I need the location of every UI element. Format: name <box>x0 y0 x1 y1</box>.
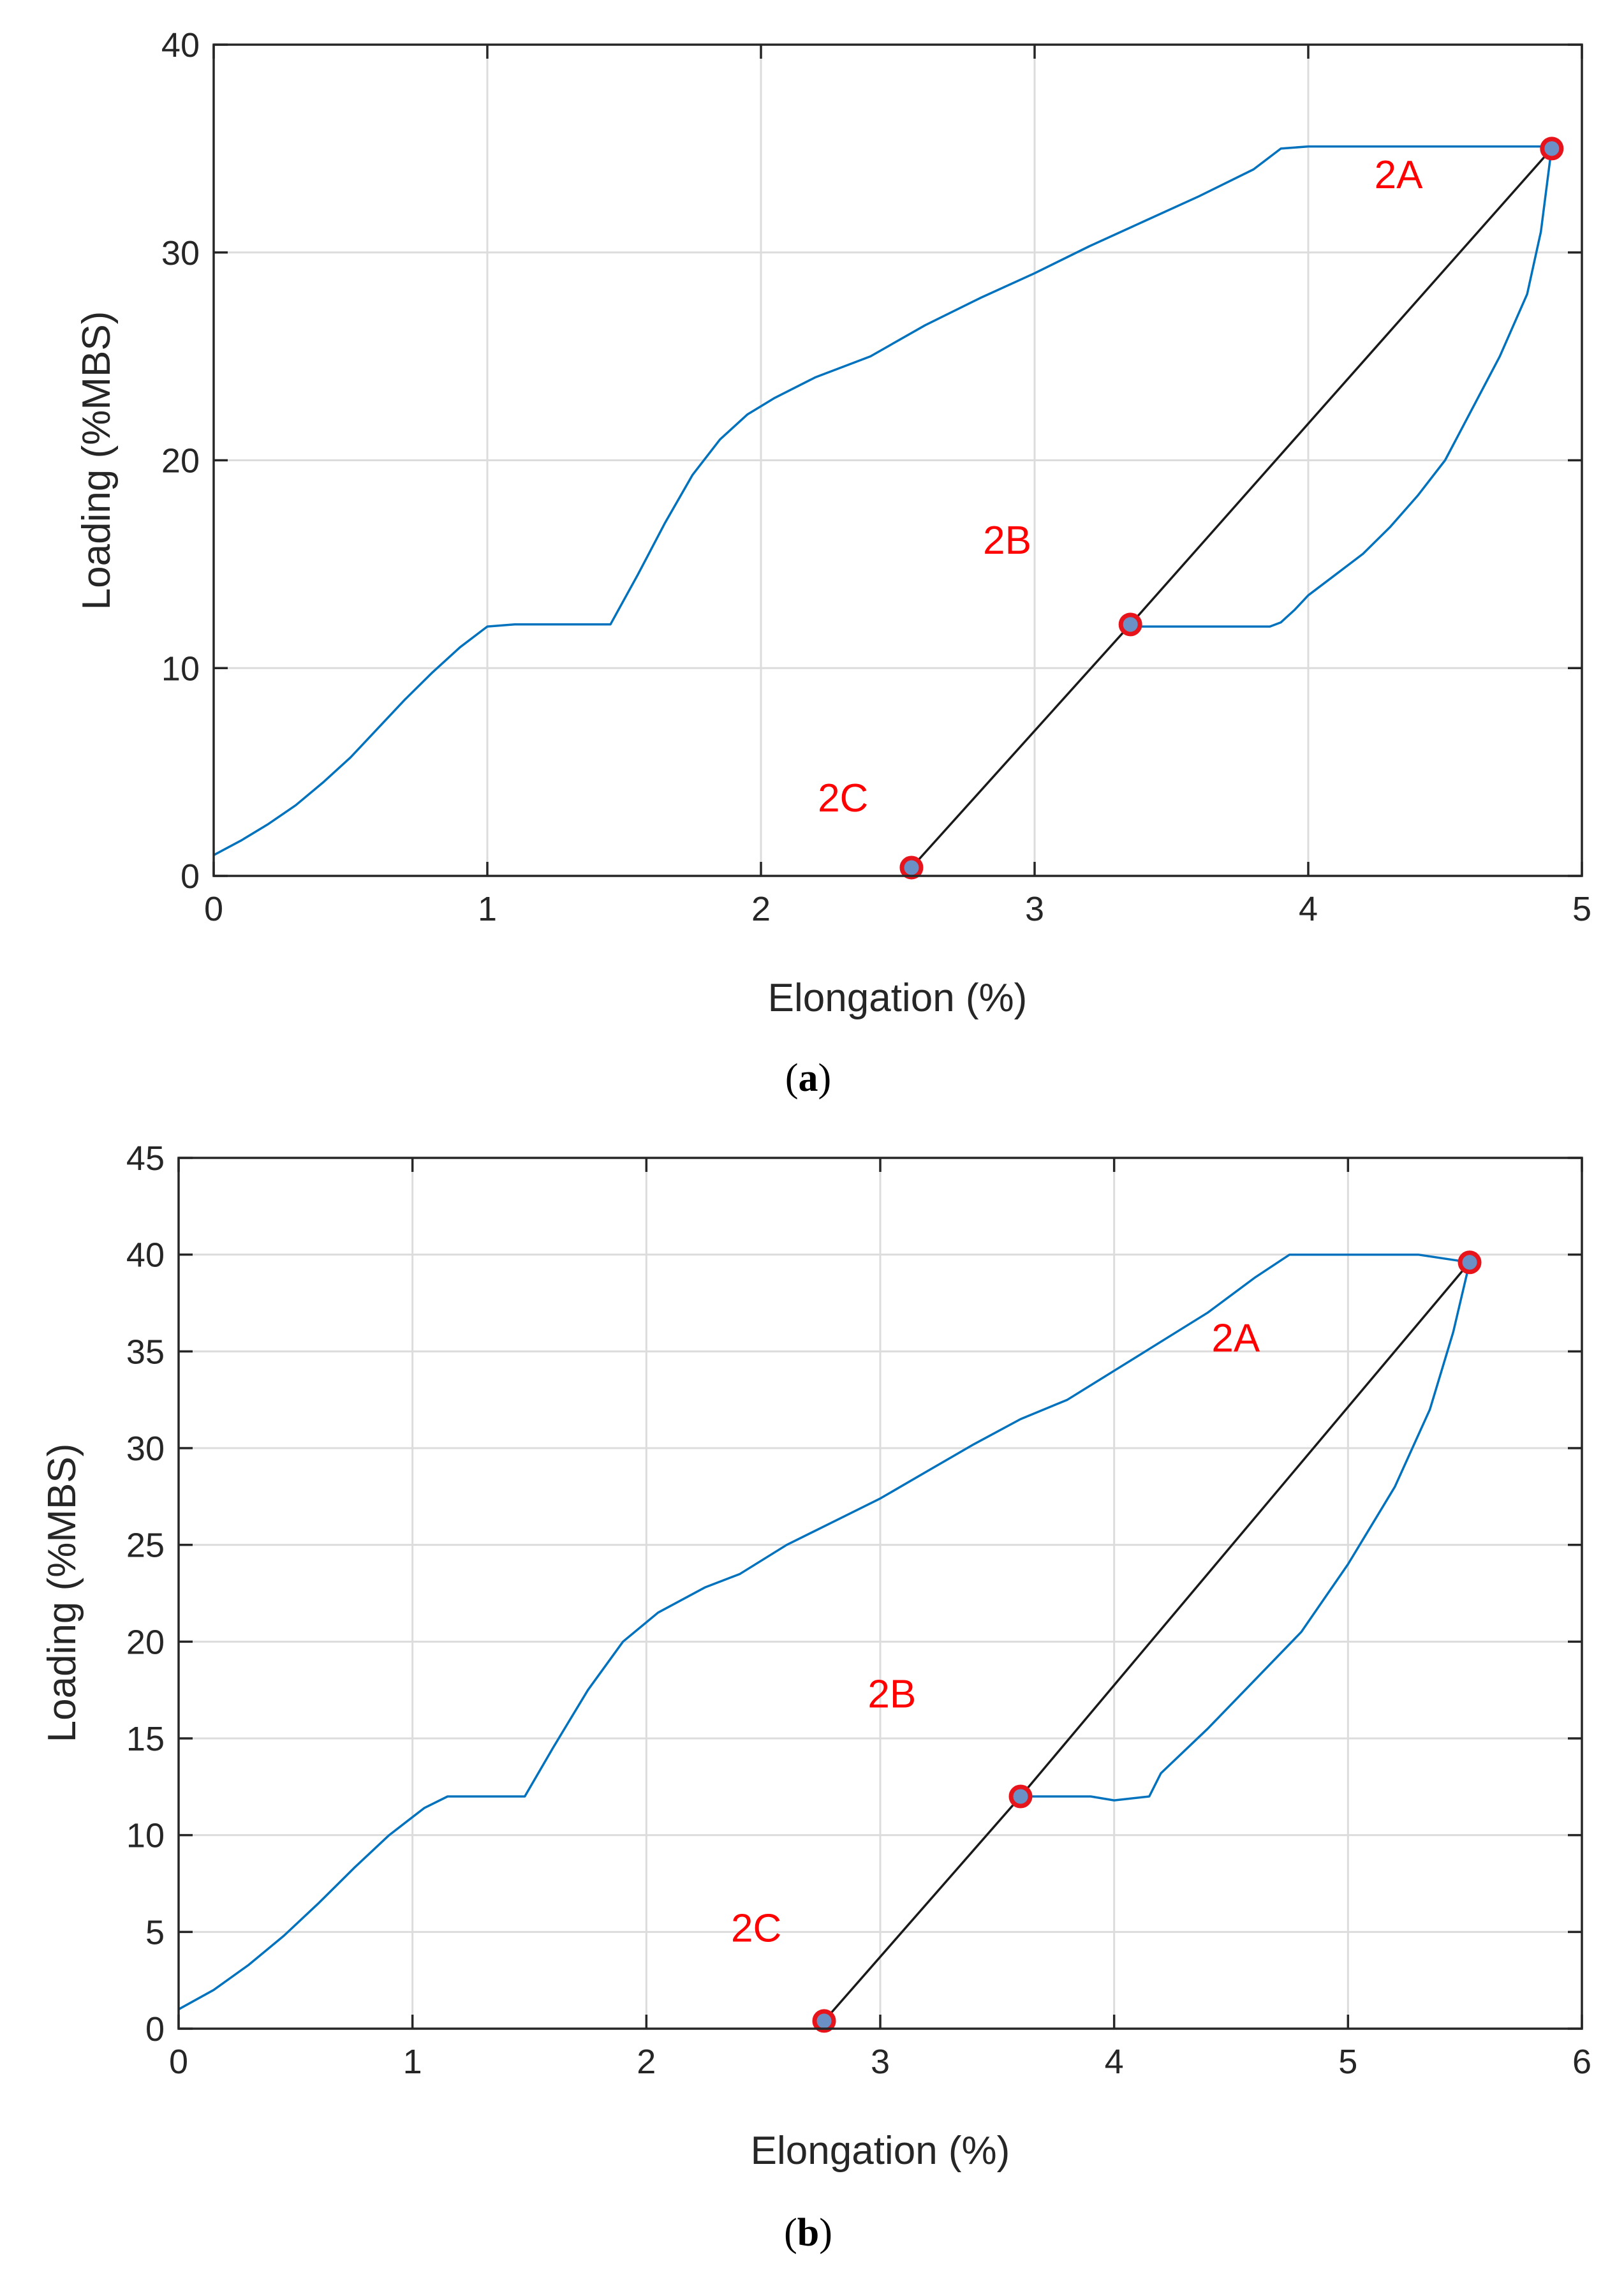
annotation-label: 2B <box>983 519 1031 563</box>
y-tick-label: 25 <box>126 1527 165 1565</box>
series-a <box>213 145 1553 856</box>
x-tick-label: 6 <box>1572 2043 1591 2081</box>
caption-a-close: ) <box>818 1056 832 1100</box>
y-tick-label: 45 <box>126 1139 165 1178</box>
annotations-a: 2A 2B 2C <box>818 153 1423 820</box>
point-marker <box>1008 1784 1033 1809</box>
y-tick-label: 0 <box>145 2010 165 2048</box>
x-tick-label: 0 <box>204 890 223 928</box>
ticks-a: 0 1 2 3 4 5 0 10 20 30 40 <box>161 26 1591 928</box>
y-tick-label: 30 <box>161 234 200 272</box>
chart-panel-a: 2A 2B 2C 0 1 2 3 4 5 0 10 20 30 40 Elongation (%) Lo… <box>75 26 1591 1100</box>
x-tick-label: 5 <box>1572 890 1591 928</box>
point-marker <box>812 2009 836 2033</box>
x-tick-label: 3 <box>1025 890 1044 928</box>
y-tick-label: 20 <box>126 1623 165 1661</box>
x-tick-label: 4 <box>1299 890 1318 928</box>
x-tick-label: 2 <box>751 890 771 928</box>
x-tick-label: 2 <box>637 2043 656 2081</box>
chord-line <box>910 147 1553 869</box>
markers-b <box>812 1250 1482 2033</box>
markers-a <box>899 137 1564 880</box>
y-tick-label: 0 <box>181 857 200 896</box>
y-tick-label: 30 <box>126 1430 165 1468</box>
series-line <box>213 145 1553 856</box>
y-tick-label: 15 <box>126 1720 165 1758</box>
caption-b-letter: b <box>797 2211 819 2254</box>
x-tick-label: 0 <box>169 2043 188 2081</box>
y-tick-label: 35 <box>126 1333 165 1371</box>
caption-b: (b) <box>784 2211 832 2254</box>
point-marker <box>1458 1250 1482 1275</box>
y-tick-label: 10 <box>161 649 200 688</box>
point-marker <box>899 855 924 880</box>
annotations-b: 2A 2B 2C <box>731 1316 1260 1950</box>
y-tick-label: 40 <box>161 26 200 64</box>
x-axis-label-a: Elongation (%) <box>768 976 1028 1020</box>
x-tick-label: 5 <box>1338 2043 1357 2081</box>
y-axis-label-a: Loading (%MBS) <box>75 311 119 611</box>
grid-a <box>214 45 1582 876</box>
annotation-label: 2A <box>1211 1316 1260 1360</box>
annotation-label: 2C <box>731 1907 781 1951</box>
caption-a-letter: a <box>799 1056 818 1100</box>
annotation-label: 2C <box>818 776 868 820</box>
y-axis-label-b: Loading (%MBS) <box>40 1444 84 1743</box>
x-tick-label: 1 <box>478 890 497 928</box>
y-tick-label: 40 <box>126 1236 165 1275</box>
x-tick-label: 4 <box>1105 2043 1124 2081</box>
y-tick-label: 10 <box>126 1817 165 1855</box>
x-tick-label: 1 <box>403 2043 422 2081</box>
grid-b <box>179 1158 1582 2029</box>
annotation-label: 2B <box>867 1672 916 1716</box>
caption-b-close: ) <box>819 2211 832 2254</box>
x-tick-label: 3 <box>871 2043 890 2081</box>
caption-a: (a) <box>785 1056 831 1100</box>
y-tick-label: 5 <box>145 1913 165 1951</box>
caption-a-open: ( <box>785 1056 799 1100</box>
series-b <box>178 1253 1471 2011</box>
series-line <box>178 1253 1471 2011</box>
x-axis-label-b: Elongation (%) <box>751 2129 1010 2173</box>
point-marker <box>1540 137 1564 161</box>
point-marker <box>1118 612 1142 637</box>
annotation-label: 2A <box>1375 153 1423 197</box>
chord-a <box>910 147 1553 869</box>
caption-b-open: ( <box>784 2211 797 2254</box>
y-tick-label: 20 <box>161 442 200 480</box>
